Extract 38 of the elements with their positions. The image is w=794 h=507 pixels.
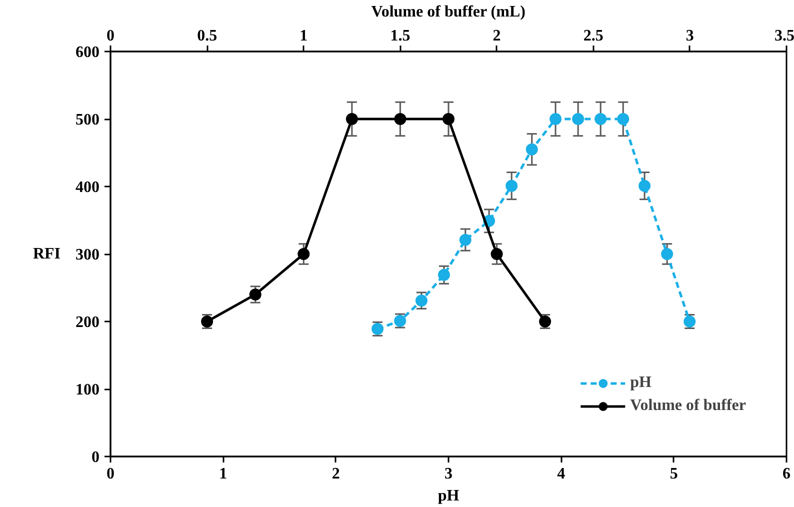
point xyxy=(459,234,472,246)
x2-tick-label: 1 xyxy=(300,28,308,44)
x-tick-label: 3 xyxy=(444,466,452,482)
x2-tick-label: 3.5 xyxy=(774,28,794,44)
x-tick-label: 2 xyxy=(332,466,340,482)
point xyxy=(638,180,651,192)
point xyxy=(572,113,584,125)
x2-axis-title: Volume of buffer (mL) xyxy=(371,4,526,20)
y-tick-label: 300 xyxy=(76,246,100,264)
x2-tick-label: 2.5 xyxy=(583,28,604,44)
point xyxy=(506,180,518,192)
x-tick-label: 0 xyxy=(106,466,114,482)
point xyxy=(661,248,674,260)
y-tick-label: 400 xyxy=(76,179,100,196)
point xyxy=(415,294,428,307)
y-tick-label: 500 xyxy=(76,112,100,128)
point xyxy=(526,143,538,156)
x2-tick-label: 1.5 xyxy=(390,28,410,44)
x-tick-label: 5 xyxy=(670,466,678,482)
x2-tick-label: 2 xyxy=(492,28,501,44)
x2-tick-label: 3 xyxy=(686,28,694,44)
x-axis-title: pH xyxy=(438,488,460,504)
legend-label: Volume of buffer xyxy=(630,397,746,415)
point xyxy=(438,268,450,281)
y-tick-label: 200 xyxy=(76,314,100,331)
point xyxy=(594,113,607,125)
point xyxy=(550,113,562,125)
legend-label: pH xyxy=(630,374,652,392)
x-tick-label: 6 xyxy=(782,466,790,482)
x-tick-label: 1 xyxy=(219,466,228,482)
y-axis-title: RFI xyxy=(32,246,61,262)
x2-tick-label: 0 xyxy=(106,28,114,44)
y-tick-label: 100 xyxy=(76,382,100,398)
y-tick-label: 0 xyxy=(92,449,100,466)
point xyxy=(617,113,630,125)
x2-tick-label: 0.5 xyxy=(197,28,218,44)
y-tick-label: 600 xyxy=(76,44,100,61)
x-tick-label: 4 xyxy=(557,466,566,482)
